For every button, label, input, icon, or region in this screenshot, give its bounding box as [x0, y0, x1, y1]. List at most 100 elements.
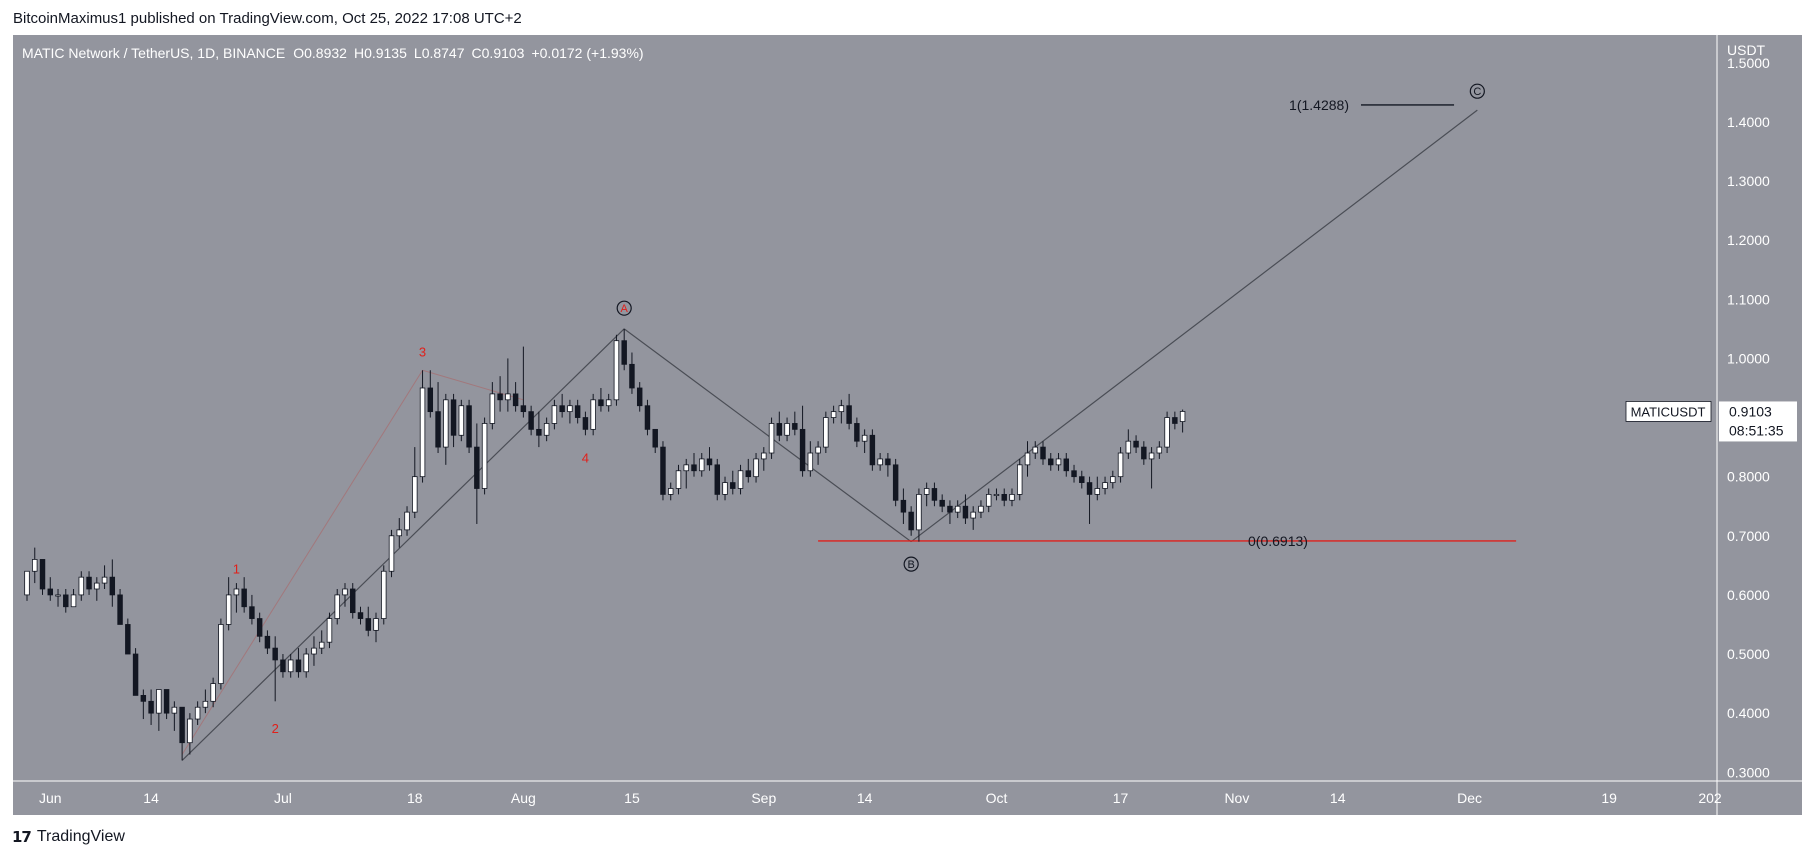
candle-body	[39, 559, 46, 590]
candle-down	[357, 606, 364, 625]
candle-body	[543, 423, 550, 436]
candle-body	[225, 594, 232, 625]
candle-body	[745, 470, 752, 478]
candle-body	[94, 582, 100, 590]
ohlc-key-l: L	[414, 45, 422, 61]
candle-down	[427, 370, 434, 418]
wave-label-4: 4	[582, 451, 589, 466]
candle-body	[109, 576, 116, 596]
candle-down	[939, 494, 945, 513]
price-axis-unit: USDT	[1727, 42, 1766, 58]
candle-body	[908, 511, 914, 531]
candle-up	[815, 441, 821, 465]
fib-level-label: 0(0.6913)	[1248, 533, 1308, 549]
candle-body	[63, 594, 69, 608]
candle-body	[854, 423, 860, 442]
candle-body	[272, 647, 278, 661]
candle-body	[520, 405, 527, 413]
candle-down	[636, 382, 643, 412]
candle-up	[675, 464, 682, 495]
candle-down	[350, 583, 356, 619]
symbol-title: MATIC Network / TetherUS, 1D, BINANCE	[22, 45, 285, 61]
candle-body	[1148, 452, 1155, 460]
wave-label-2: 2	[272, 721, 279, 736]
candle-down	[63, 588, 69, 613]
candle-body	[132, 653, 139, 696]
price-tick: 1.5000	[1727, 55, 1770, 71]
candle-up	[1055, 453, 1062, 471]
ohlc-value-4: +0.0172 (+1.93%)	[531, 45, 643, 61]
candle-down	[908, 506, 914, 536]
candle-down	[792, 411, 798, 436]
candle-down	[799, 405, 806, 477]
candle-up	[613, 334, 620, 406]
candle-down	[295, 648, 302, 678]
ohlc-value-1: 0.9135	[364, 45, 407, 61]
candle-down	[559, 393, 565, 418]
candle-body	[1024, 452, 1031, 466]
candle-down	[140, 689, 147, 720]
candle-body	[497, 393, 503, 401]
candle-up	[412, 447, 418, 519]
wave-marker-b: B	[903, 556, 919, 572]
candle-body	[1110, 476, 1116, 483]
candle-body	[590, 399, 596, 430]
candle-up	[419, 370, 426, 483]
time-axis-ticks: Jun 14 Jul 18 Aug 15 Sep 14 Oct 17 Nov 14 Dec 19 202	[39, 790, 1722, 806]
candle-body	[1179, 411, 1186, 422]
candle-up	[55, 588, 61, 607]
time-tick: 19	[1601, 790, 1617, 806]
candle-body	[1017, 464, 1023, 495]
candle-up	[1125, 429, 1132, 459]
candle-down	[962, 494, 969, 524]
candle-down	[272, 636, 278, 702]
candle-body	[404, 511, 410, 531]
candle-body	[1079, 476, 1085, 483]
candles	[24, 328, 1186, 761]
wave-marker-a: A	[616, 300, 632, 316]
candle-down	[691, 453, 697, 477]
wave-marker-label: B	[907, 559, 914, 571]
candle-up	[668, 482, 674, 501]
time-tick: Jun	[39, 790, 62, 806]
candle-body	[311, 647, 317, 655]
candle-body	[877, 458, 883, 466]
candle-up	[923, 482, 930, 507]
candle-body	[443, 399, 449, 448]
candle-up	[1148, 447, 1155, 489]
candle-down	[497, 376, 503, 412]
candle-up	[326, 612, 333, 649]
candle-up	[830, 405, 837, 424]
wave-marker-c: C	[1469, 83, 1485, 99]
candle-down	[125, 618, 131, 655]
candle-body	[264, 635, 271, 649]
price-tick: 0.5000	[1727, 646, 1770, 662]
candle-body	[163, 689, 170, 714]
candle-up	[753, 453, 759, 483]
candle-body	[768, 423, 775, 454]
candle-down	[1063, 453, 1069, 477]
candle-body	[280, 659, 286, 673]
candle-up	[768, 417, 775, 459]
candle-body	[567, 405, 573, 413]
candle-body	[365, 618, 371, 631]
candle-up	[218, 618, 224, 690]
candle-body	[660, 446, 666, 495]
candle-down	[264, 630, 271, 655]
wave-marker-circle	[1469, 83, 1485, 99]
candle-down	[365, 606, 371, 637]
price-badge-box	[1719, 401, 1797, 442]
candle-body	[605, 399, 612, 407]
candle-body	[613, 340, 620, 401]
candle-body	[1156, 446, 1163, 454]
candle-down	[109, 559, 116, 607]
candle-body	[784, 423, 790, 436]
candle-down	[179, 706, 185, 761]
wave-labels: 1 2 3 4	[233, 344, 589, 736]
wave-line	[181, 328, 625, 761]
candle-body	[861, 434, 868, 442]
footer-brand[interactable]: 17 TradingView	[12, 828, 125, 846]
candle-body	[412, 476, 418, 513]
candle-body	[1001, 493, 1007, 501]
